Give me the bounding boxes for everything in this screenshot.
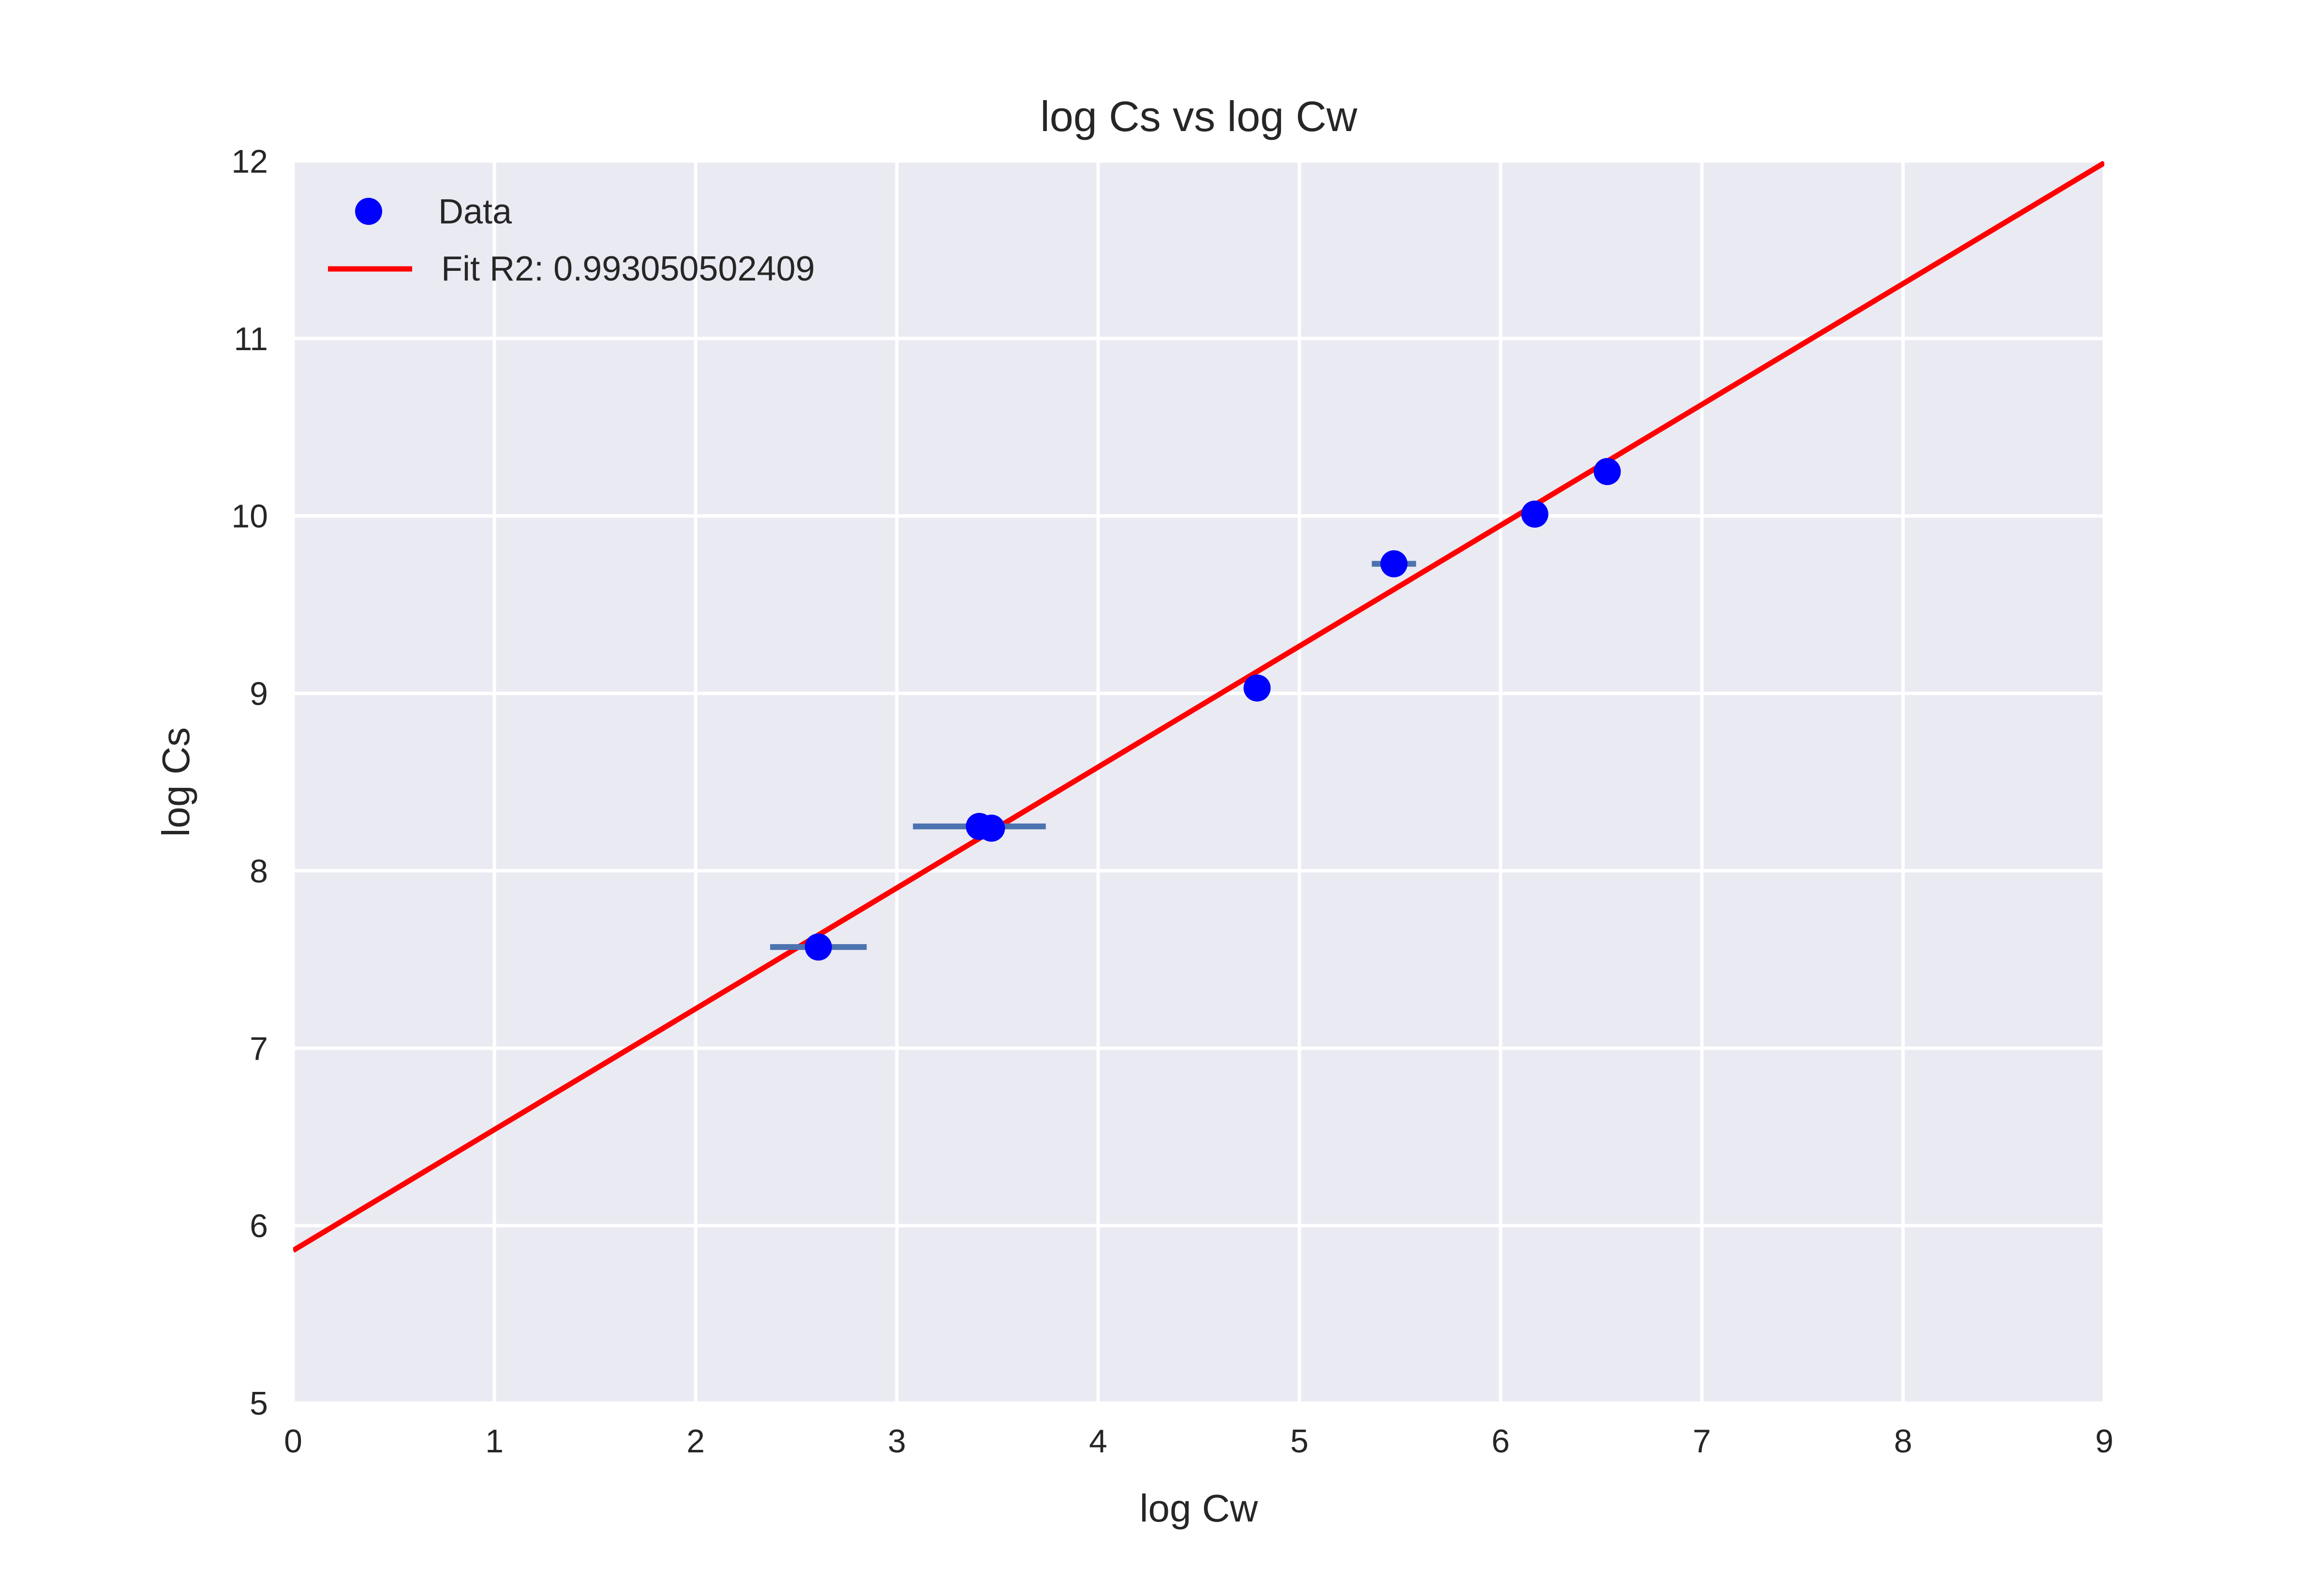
y-tick-label: 10: [231, 498, 268, 535]
x-tick-label: 9: [2095, 1423, 2114, 1460]
data-point: [978, 814, 1005, 842]
y-tick-label: 7: [250, 1030, 268, 1067]
plot-area: [293, 161, 2104, 1403]
x-tick-label: 3: [888, 1423, 906, 1460]
fit-line-layer: [293, 161, 2104, 1253]
data-point: [1380, 550, 1408, 577]
y-tick-label: 12: [231, 143, 268, 180]
data-points: [804, 458, 1621, 961]
x-tick-label: 5: [1290, 1423, 1309, 1460]
x-tick-label: 4: [1089, 1423, 1107, 1460]
fit-line: [293, 161, 2104, 1253]
x-axis-label: log Cw: [1140, 1487, 1258, 1530]
legend-data-marker-icon: [355, 198, 382, 225]
y-tick-label: 8: [250, 853, 268, 889]
x-tick-label: 8: [1894, 1423, 1912, 1460]
legend: Data Fit R2: 0.993050502409: [328, 192, 815, 288]
x-tick-label: 1: [485, 1423, 504, 1460]
data-point: [1593, 458, 1621, 485]
data-point: [1243, 674, 1271, 702]
y-tick-label: 6: [250, 1208, 268, 1244]
x-tick-label: 2: [686, 1423, 705, 1460]
grid: [291, 159, 2106, 1405]
y-axis-label: log Cs: [154, 727, 197, 837]
legend-label-fit: Fit R2: 0.993050502409: [441, 250, 815, 288]
y-tick-label: 5: [250, 1385, 268, 1422]
data-point: [1521, 501, 1548, 528]
x-tick-label: 6: [1491, 1423, 1510, 1460]
y-tick-label: 9: [250, 676, 268, 712]
x-tick-label: 0: [284, 1423, 302, 1460]
legend-label-data: Data: [438, 192, 512, 231]
data-point: [804, 933, 832, 961]
y-tick-label: 11: [234, 321, 268, 357]
x-tick-label: 7: [1693, 1423, 1711, 1460]
chart-title: log Cs vs log Cw: [1040, 92, 1357, 140]
